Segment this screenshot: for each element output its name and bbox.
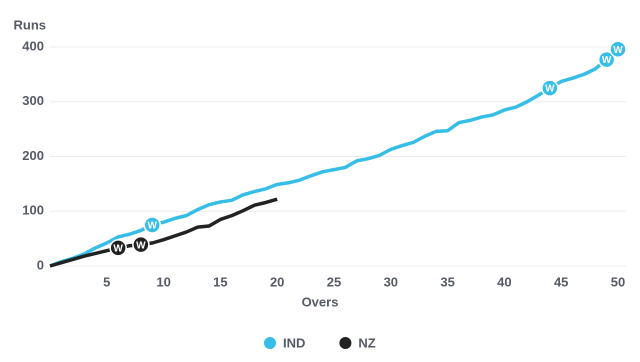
wicket-label: W	[148, 221, 158, 232]
x-tick-label: 35	[440, 274, 454, 289]
wicket-label: W	[602, 55, 612, 66]
y-tick-label: 400	[22, 38, 44, 53]
series-line	[49, 197, 278, 268]
wicket-marker: W	[132, 235, 150, 254]
wicket-dot	[132, 235, 150, 254]
x-tick-label: 50	[611, 274, 625, 289]
x-axis-title: Overs	[302, 294, 339, 309]
wicket-label: W	[113, 244, 123, 255]
wicket-marker: W	[541, 79, 559, 97]
wicket-dot	[109, 239, 127, 257]
wicket-dot	[143, 216, 161, 234]
wicket-label: W	[545, 84, 555, 95]
wicket-marker: W	[609, 40, 627, 58]
wicket-dot	[609, 40, 627, 58]
legend-swatch	[264, 337, 276, 349]
wicket-marker: W	[143, 216, 161, 234]
x-tick-label: 15	[213, 274, 227, 289]
x-tick-label: 45	[554, 274, 568, 289]
y-tick-label: 200	[22, 148, 44, 163]
x-tick-label: 30	[384, 274, 398, 289]
y-tick-label: 0	[37, 257, 44, 272]
y-tick-label: 100	[22, 203, 44, 218]
y-tick-label: 300	[22, 93, 44, 108]
legend-swatch	[339, 337, 352, 349]
x-tick-label: 25	[327, 274, 341, 289]
x-tick-label: 20	[270, 274, 284, 289]
wicket-label: W	[613, 45, 623, 56]
x-tick-label: 5	[103, 274, 110, 289]
y-axis-title: Runs	[14, 17, 47, 32]
wicket-marker: W	[109, 239, 127, 257]
x-tick-label: 10	[156, 274, 170, 289]
series-line	[49, 47, 620, 268]
wicket-label: W	[136, 240, 146, 251]
wicket-dot	[597, 50, 616, 69]
legend-label: IND	[283, 335, 305, 350]
wicket-marker: W	[597, 50, 616, 69]
wicket-dot	[541, 79, 559, 97]
legend-label: NZ	[358, 335, 375, 350]
x-tick-label: 40	[497, 274, 511, 289]
